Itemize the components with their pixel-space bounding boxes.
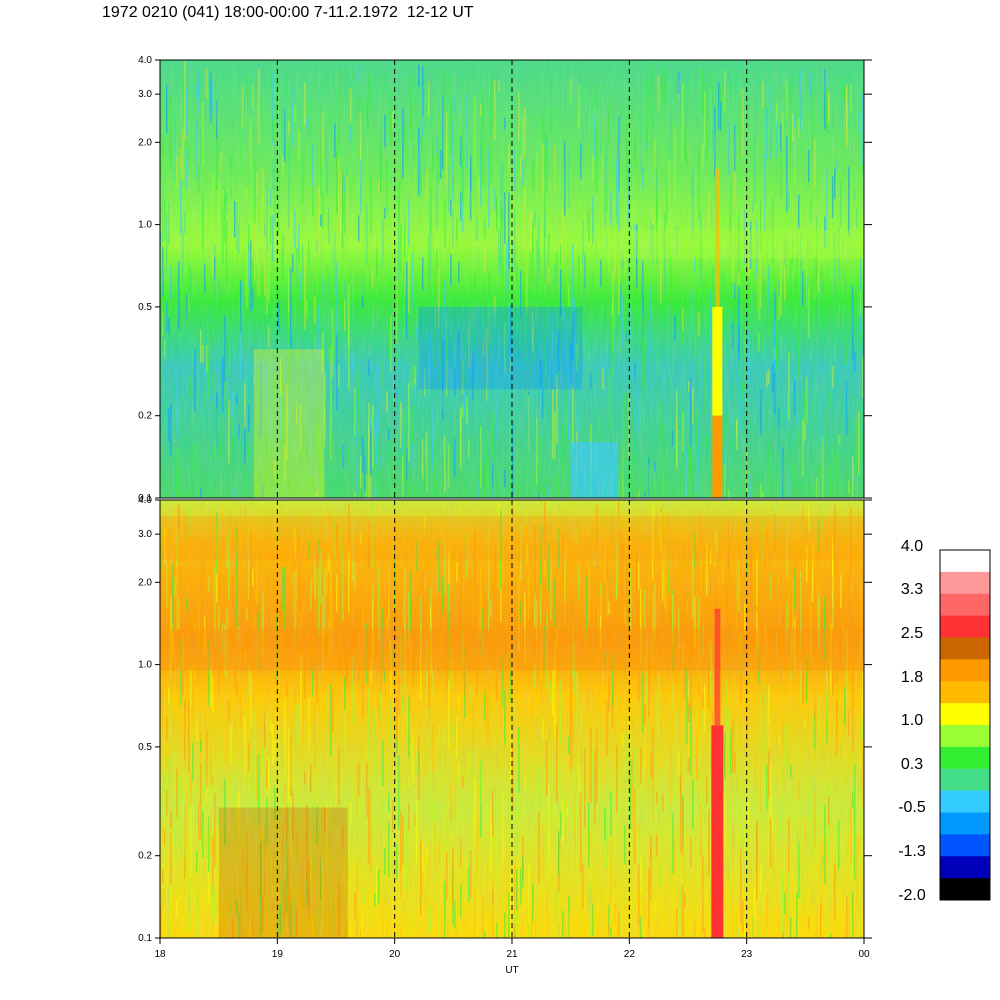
x-tick-label: 21: [506, 949, 518, 960]
colorbar-swatch: [940, 790, 990, 813]
x-axis-label: UT: [505, 965, 518, 976]
y-tick-label: 3.0: [138, 529, 152, 540]
colorbar-swatch: [940, 681, 990, 704]
panel-frame: [159, 59, 865, 499]
y-tick-label: 1.0: [138, 660, 152, 671]
colorbar-label: 1.8: [901, 669, 923, 686]
colorbar-swatch: [940, 856, 990, 879]
colorbar-swatch: [940, 812, 990, 835]
colorbar-label: 4.0: [901, 538, 923, 555]
burst-feature: [715, 168, 720, 307]
colorbar-swatch: [940, 834, 990, 857]
x-tick-label: 00: [858, 949, 870, 960]
y-tick-label: 0.1: [138, 493, 152, 504]
burst-feature: [714, 608, 721, 726]
y-tick-label: 0.5: [138, 742, 152, 753]
y-tick-label: 1.0: [138, 220, 152, 231]
colorbar-label: -0.5: [898, 799, 926, 816]
colorbar-swatch: [940, 703, 990, 726]
burst-feature: [712, 306, 723, 416]
y-tick-label: 0.5: [138, 302, 152, 313]
y-tick-label: 4.0: [138, 495, 152, 506]
x-tick-label: 22: [624, 949, 636, 960]
chart-title: 1972 0210 (041) 18:00-00:00 7-11.2.1972 …: [102, 4, 474, 21]
colorbar-swatch: [940, 550, 990, 573]
x-tick-label: 19: [272, 949, 284, 960]
x-tick-label: 20: [389, 949, 401, 960]
y-tick-label: 3.0: [138, 89, 152, 100]
colorbar-label: 2.5: [901, 625, 923, 642]
x-tick-label: 23: [741, 949, 753, 960]
colorbar-swatch: [940, 593, 990, 617]
colorbar-swatch: [940, 746, 990, 770]
colorbar-frame: [939, 549, 991, 901]
colorbar-swatch: [940, 659, 990, 682]
colorbar-swatch: [940, 637, 990, 660]
axes-layer: 0.10.20.51.02.03.04.00.10.20.51.02.03.04…: [138, 55, 872, 976]
y-tick-label: 2.0: [138, 577, 152, 588]
burst-feature: [712, 415, 723, 498]
y-tick-label: 2.0: [138, 137, 152, 148]
y-tick-label: 4.0: [138, 55, 152, 66]
colorbar-label: 3.3: [901, 581, 923, 598]
y-tick-label: 0.2: [138, 411, 152, 422]
colorbar-swatch: [940, 768, 990, 792]
colorbar-swatch: [940, 571, 990, 595]
x-tick-label: 18: [154, 949, 166, 960]
y-tick-label: 0.1: [138, 933, 152, 944]
colorbar-swatch: [940, 615, 990, 638]
colorbar-label: 0.3: [901, 756, 923, 773]
colorbar-label: -1.3: [898, 843, 926, 860]
burst-feature: [711, 725, 724, 938]
spectrogram-panel-bottom: [159, 499, 865, 939]
spectrogram-panel-top: [159, 59, 865, 499]
colorbar-label: 1.0: [901, 712, 923, 729]
colorbar-swatch: [940, 725, 990, 748]
colorbar: 4.0 3.3 2.5 1.8 1.0 0.3 -0.5 -1.3 -2.0: [898, 538, 991, 904]
colorbar-label: -2.0: [898, 887, 926, 904]
y-tick-label: 0.2: [138, 851, 152, 862]
colorbar-swatch: [940, 878, 990, 901]
